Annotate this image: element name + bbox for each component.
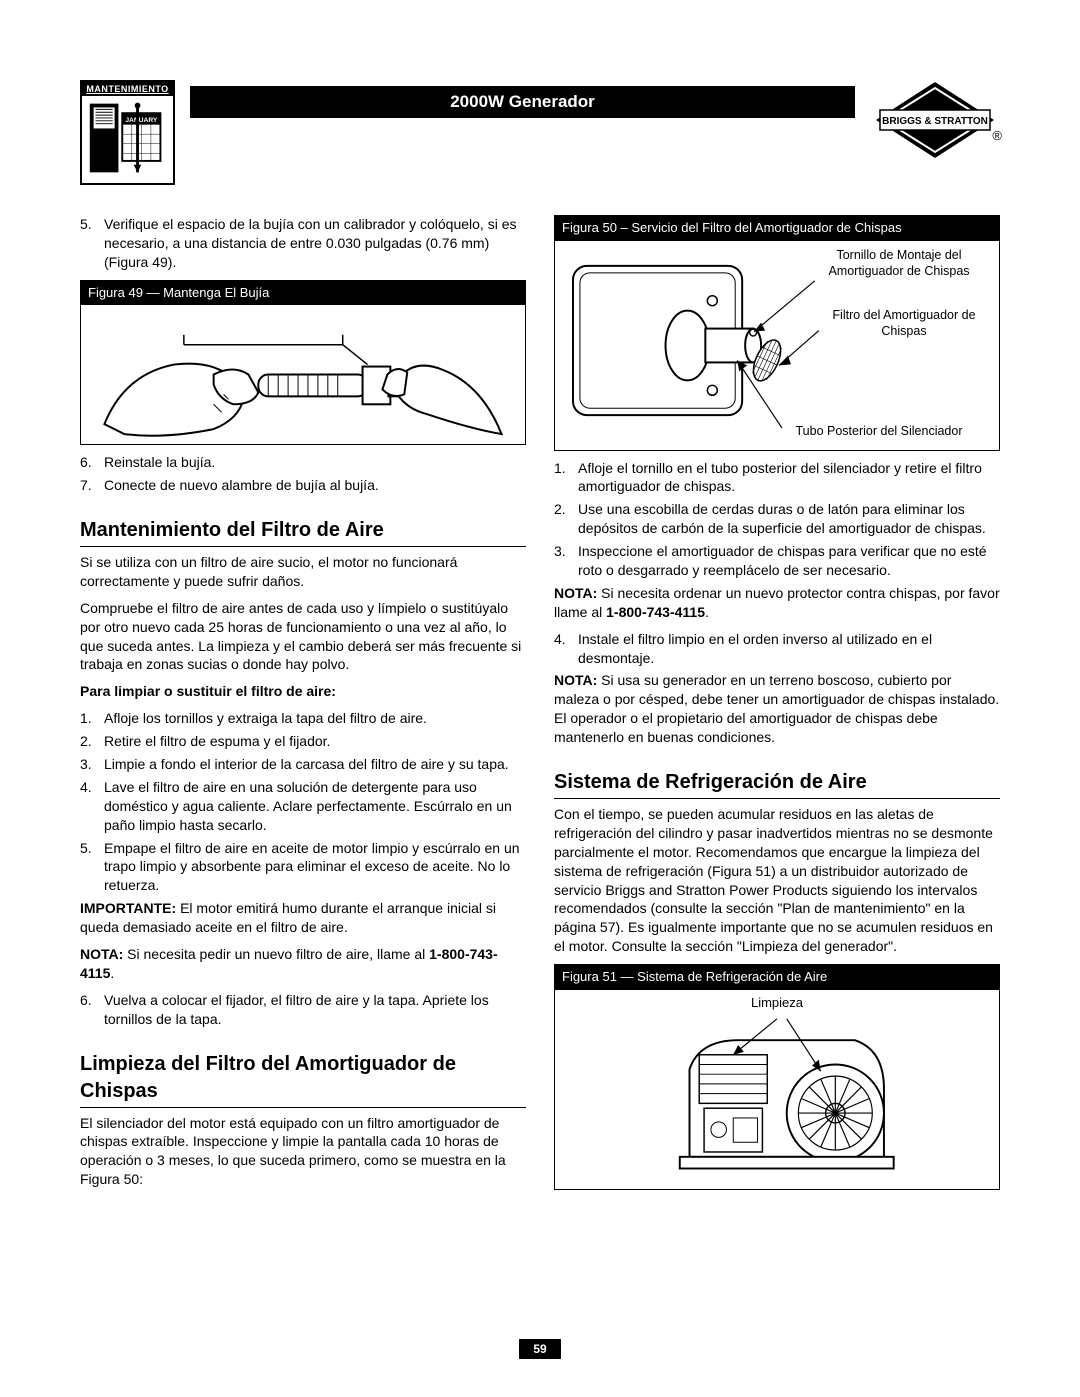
heading-air-filter: Mantenimiento del Filtro de Aire (80, 517, 526, 544)
content-columns: 5. Verifique el espacio de la bujía con … (80, 215, 1000, 1198)
figure-50-caption: Figura 50 – Servicio del Filtro del Amor… (554, 215, 1000, 241)
list-text: Conecte de nuevo alambre de bujía al buj… (104, 476, 526, 495)
nota-label: NOTA: (554, 672, 597, 688)
left-column: 5. Verifique el espacio de la bujía con … (80, 215, 526, 1198)
figure-49-caption: Figura 49 — Mantenga El Bujía (80, 280, 526, 306)
list-item: 4.Lave el filtro de aire en una solución… (80, 778, 526, 835)
list-num: 6. (80, 453, 104, 472)
svg-text:JANUARY: JANUARY (125, 117, 158, 124)
paragraph: Si se utiliza con un filtro de aire suci… (80, 553, 526, 591)
list-item: 3.Inspeccione el amortiguador de chispas… (554, 542, 1000, 580)
nota-text: Si necesita pedir un nuevo filtro de air… (123, 946, 429, 962)
nota-label: NOTA: (80, 946, 123, 962)
figure-51-caption: Figura 51 — Sistema de Refrigeración de … (554, 964, 1000, 990)
maintenance-icon: MANTENIMIENTO JANUARY (80, 80, 175, 185)
header-title-bar: 2000W Generador (190, 86, 855, 118)
paragraph: Con el tiempo, se pueden acumular residu… (554, 805, 1000, 956)
list-item: 4.Instale el filtro limpio en el orden i… (554, 630, 1000, 668)
list-item: 7. Conecte de nuevo alambre de bujía al … (80, 476, 526, 495)
list-item: 5. Verifique el espacio de la bujía con … (80, 215, 526, 272)
list-item: 2.Use una escobilla de cerdas duras o de… (554, 500, 1000, 538)
list-item: 1.Afloje el tornillo en el tubo posterio… (554, 459, 1000, 497)
heading-spark-arrestor: Limpieza del Filtro del Amortiguador de … (80, 1051, 526, 1105)
right-column: Figura 50 – Servicio del Filtro del Amor… (554, 215, 1000, 1198)
briggs-stratton-logo: BRIGGS & STRATTON ® (870, 80, 1000, 160)
page-number: 59 (519, 1339, 560, 1359)
important-note: IMPORTANTE: El motor emitirá humo durant… (80, 899, 526, 937)
important-label: IMPORTANTE: (80, 900, 176, 916)
subheading: Para limpiar o sustituir el filtro de ai… (80, 682, 526, 701)
list-item: 6. Reinstale la bujía. (80, 453, 526, 472)
heading-rule (554, 798, 1000, 799)
heading-rule (80, 1107, 526, 1108)
page-footer: 59 (0, 1339, 1080, 1359)
document-title: 2000W Generador (190, 86, 855, 118)
maintenance-icon-label: MANTENIMIENTO (82, 82, 173, 96)
nota-label: NOTA: (554, 585, 597, 601)
nota-note: NOTA: Si usa su generador en un terreno … (554, 671, 1000, 747)
list-text: Verifique el espacio de la bujía con un … (104, 215, 526, 272)
figure-51-label: Limpieza (555, 994, 999, 1012)
list-item: 1.Afloje los tornillos y extraiga la tap… (80, 709, 526, 728)
nota-text: Si usa su generador en un terreno boscos… (554, 672, 999, 745)
registered-mark: ® (992, 128, 1002, 143)
list-text: Reinstale la bujía. (104, 453, 526, 472)
phone-number: 1-800-743-4115 (606, 604, 705, 620)
list-item: 3.Limpie a fondo el interior de la carca… (80, 755, 526, 774)
figure-51-image: Limpieza (554, 990, 1000, 1190)
list-item: 2.Retire el filtro de espuma y el fijado… (80, 732, 526, 751)
heading-rule (80, 546, 526, 547)
heading-cooling: Sistema de Refrigeración de Aire (554, 769, 1000, 796)
paragraph: Compruebe el filtro de aire antes de cad… (80, 599, 526, 675)
list-num: 7. (80, 476, 104, 495)
figure-49-image (80, 305, 526, 445)
list-num: 5. (80, 215, 104, 272)
nota-note: NOTA: Si necesita ordenar un nuevo prote… (554, 584, 1000, 622)
list-item: 6.Vuelva a colocar el fijador, el filtro… (80, 991, 526, 1029)
nota-note: NOTA: Si necesita pedir un nuevo filtro … (80, 945, 526, 983)
page-header: MANTENIMIENTO JANUARY (80, 80, 1000, 185)
figure-50-image: Tornillo de Montaje del Amortiguador de … (554, 241, 1000, 451)
page: MANTENIMIENTO JANUARY (0, 0, 1080, 1397)
list-item: 5.Empape el filtro de aire en aceite de … (80, 839, 526, 896)
logo-text: BRIGGS & STRATTON (882, 116, 988, 127)
paragraph: El silenciador del motor está equipado c… (80, 1114, 526, 1190)
